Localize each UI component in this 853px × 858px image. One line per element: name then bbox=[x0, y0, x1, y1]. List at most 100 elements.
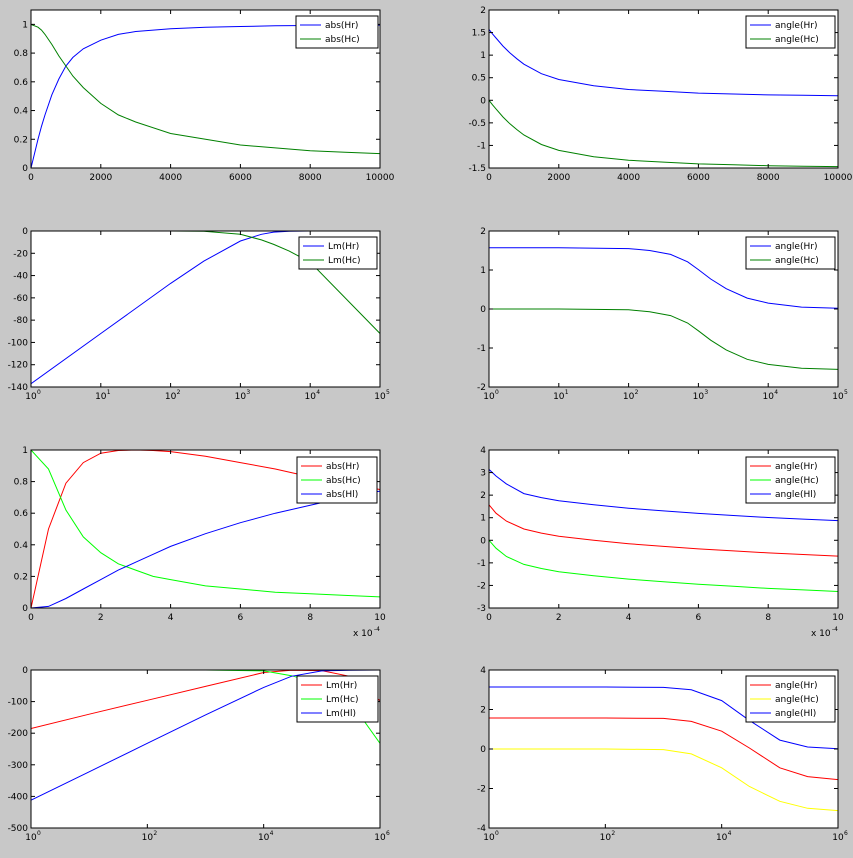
axes-frame bbox=[488, 9, 839, 169]
y-tick-label: -2 bbox=[477, 581, 486, 591]
legend-entry: angle(Hc) bbox=[775, 695, 819, 705]
y-tick-label: 1 bbox=[480, 514, 486, 524]
legend-entry: angle(Hc) bbox=[775, 476, 819, 486]
series-line-1 bbox=[489, 29, 838, 97]
x-tick-label: 6000 bbox=[687, 173, 710, 183]
x-tick-label: 0 bbox=[28, 613, 34, 623]
y-tick-label: -140 bbox=[8, 383, 29, 393]
x-tick-exponent: 6 bbox=[844, 830, 848, 837]
series-line-2 bbox=[489, 539, 838, 592]
x-tick-exponent: 0 bbox=[495, 830, 499, 837]
series-line-3 bbox=[489, 686, 838, 750]
x-tick-label: 4000 bbox=[159, 173, 182, 183]
x-tick-label: 10 bbox=[374, 833, 386, 843]
legend: angle(Hr) angle(Hc) bbox=[745, 236, 836, 270]
legend-box bbox=[745, 236, 836, 270]
y-tick-label: -0.5 bbox=[468, 119, 486, 129]
y-tick-label: -60 bbox=[13, 294, 28, 304]
x-tick-exponent: 2 bbox=[177, 389, 181, 396]
series-line-1 bbox=[489, 717, 838, 781]
x-multiplier: x 10 bbox=[353, 629, 373, 639]
x-tick-label: 10 bbox=[553, 392, 565, 402]
y-tick-label: 0.4 bbox=[14, 107, 29, 117]
x-tick-label: 10 bbox=[374, 392, 386, 402]
legend-entry: Lm(Hc) bbox=[326, 695, 359, 705]
x-tick-exponent: 2 bbox=[153, 830, 157, 837]
y-tick-label: 4 bbox=[480, 446, 486, 456]
legend: abs(Hr) abs(Hc) bbox=[295, 15, 379, 49]
y-tick-label: -100 bbox=[8, 698, 29, 708]
legend-entry: Lm(Hr) bbox=[326, 681, 357, 691]
x-tick-label: 10000 bbox=[366, 173, 395, 183]
series-line-2 bbox=[489, 99, 838, 168]
y-tick-label: 0.4 bbox=[14, 541, 29, 551]
x-tick-exponent: 5 bbox=[844, 389, 848, 396]
y-tick-label: -80 bbox=[13, 316, 28, 326]
x-tick-label: 8 bbox=[307, 613, 313, 623]
y-tick-label: 0 bbox=[480, 305, 486, 315]
legend: angle(Hr) angle(Hc) angle(Hl) bbox=[745, 675, 836, 723]
legend: angle(Hr) angle(Hc) bbox=[745, 15, 836, 49]
x-tick-label: 10 bbox=[600, 833, 612, 843]
y-tick-label: -40 bbox=[13, 272, 28, 282]
y-tick-label: -1 bbox=[477, 344, 486, 354]
x-tick-label: 10 bbox=[623, 392, 635, 402]
y-tick-label: 2 bbox=[480, 706, 486, 716]
x-tick-label: 8000 bbox=[757, 173, 780, 183]
y-tick-label: 1 bbox=[22, 20, 28, 30]
y-tick-label: -400 bbox=[8, 792, 29, 802]
y-tick-label: -300 bbox=[8, 761, 29, 771]
subplot-5: 0 2 4 6 8 10 0 0.2 0.4 0.6 0.8 1 x 10 -4 abs(Hr) abs(Hc… bbox=[14, 446, 386, 639]
x-tick-exponent: 3 bbox=[704, 389, 708, 396]
subplot-7: 10 0 10 2 10 4 10 6-500-400-300-200-1000Lm(Hr)L… bbox=[8, 666, 390, 843]
subplot-8: 10 0 10 2 10 4 10 6-4-2024angle(Hr)angle(Hc)ang… bbox=[477, 666, 848, 843]
axes-frame bbox=[30, 230, 381, 388]
x-tick-label: 2 bbox=[556, 613, 562, 623]
y-tick-label: 2 bbox=[480, 491, 486, 501]
y-tick-label: 0 bbox=[22, 666, 28, 676]
legend-entry: abs(Hr) bbox=[325, 21, 358, 31]
legend-entry: angle(Hr) bbox=[775, 242, 817, 252]
series-line-2 bbox=[489, 748, 838, 812]
x-tick-exponent: 4 bbox=[270, 830, 274, 837]
y-tick-label: -200 bbox=[8, 729, 29, 739]
legend-box bbox=[298, 236, 378, 270]
y-tick-label: -2 bbox=[477, 383, 486, 393]
series-line-3 bbox=[31, 490, 380, 608]
x-tick-label: 10 bbox=[832, 613, 844, 623]
x-tick-label: 10000 bbox=[824, 173, 853, 183]
x-tick-exponent: 4 bbox=[774, 389, 778, 396]
axes-frame bbox=[30, 669, 381, 829]
x-tick-label: 10 bbox=[258, 833, 270, 843]
legend: abs(Hr) abs(Hc) abs(Hl) bbox=[296, 456, 378, 504]
x-tick-label: 0 bbox=[28, 173, 34, 183]
y-tick-label: 0.2 bbox=[14, 572, 28, 582]
x-tick-label: 4 bbox=[168, 613, 174, 623]
x-tick-exponent: 5 bbox=[386, 389, 390, 396]
x-tick-label: 10 bbox=[25, 392, 37, 402]
series-line-1 bbox=[489, 504, 838, 557]
y-tick-label: -3 bbox=[477, 604, 486, 614]
y-tick-label: 1 bbox=[480, 266, 486, 276]
x-tick-label: 10 bbox=[235, 392, 247, 402]
legend-entry: angle(Hl) bbox=[775, 490, 816, 500]
legend-entry: angle(Hr) bbox=[775, 681, 817, 691]
x-tick-label: 10 bbox=[304, 392, 316, 402]
y-tick-label: -1 bbox=[477, 141, 486, 151]
legend: Lm(Hr) Lm(Hc) Lm(Hl) bbox=[296, 675, 379, 723]
x-tick-label: 10 bbox=[142, 833, 154, 843]
legend-box bbox=[745, 15, 836, 49]
y-tick-label: -4 bbox=[477, 824, 486, 834]
x-tick-label: 10 bbox=[374, 613, 386, 623]
y-tick-label: 0 bbox=[480, 536, 486, 546]
x-tick-label: 10 bbox=[483, 392, 495, 402]
legend-entry: angle(Hr) bbox=[775, 21, 817, 31]
x-tick-label: 10 bbox=[25, 833, 37, 843]
legend-entry: angle(Hl) bbox=[775, 709, 816, 719]
x-tick-label: 8 bbox=[765, 613, 771, 623]
x-tick-exponent: 6 bbox=[386, 830, 390, 837]
x-tick-label: 10 bbox=[483, 833, 495, 843]
y-tick-label: 0.2 bbox=[14, 135, 28, 145]
